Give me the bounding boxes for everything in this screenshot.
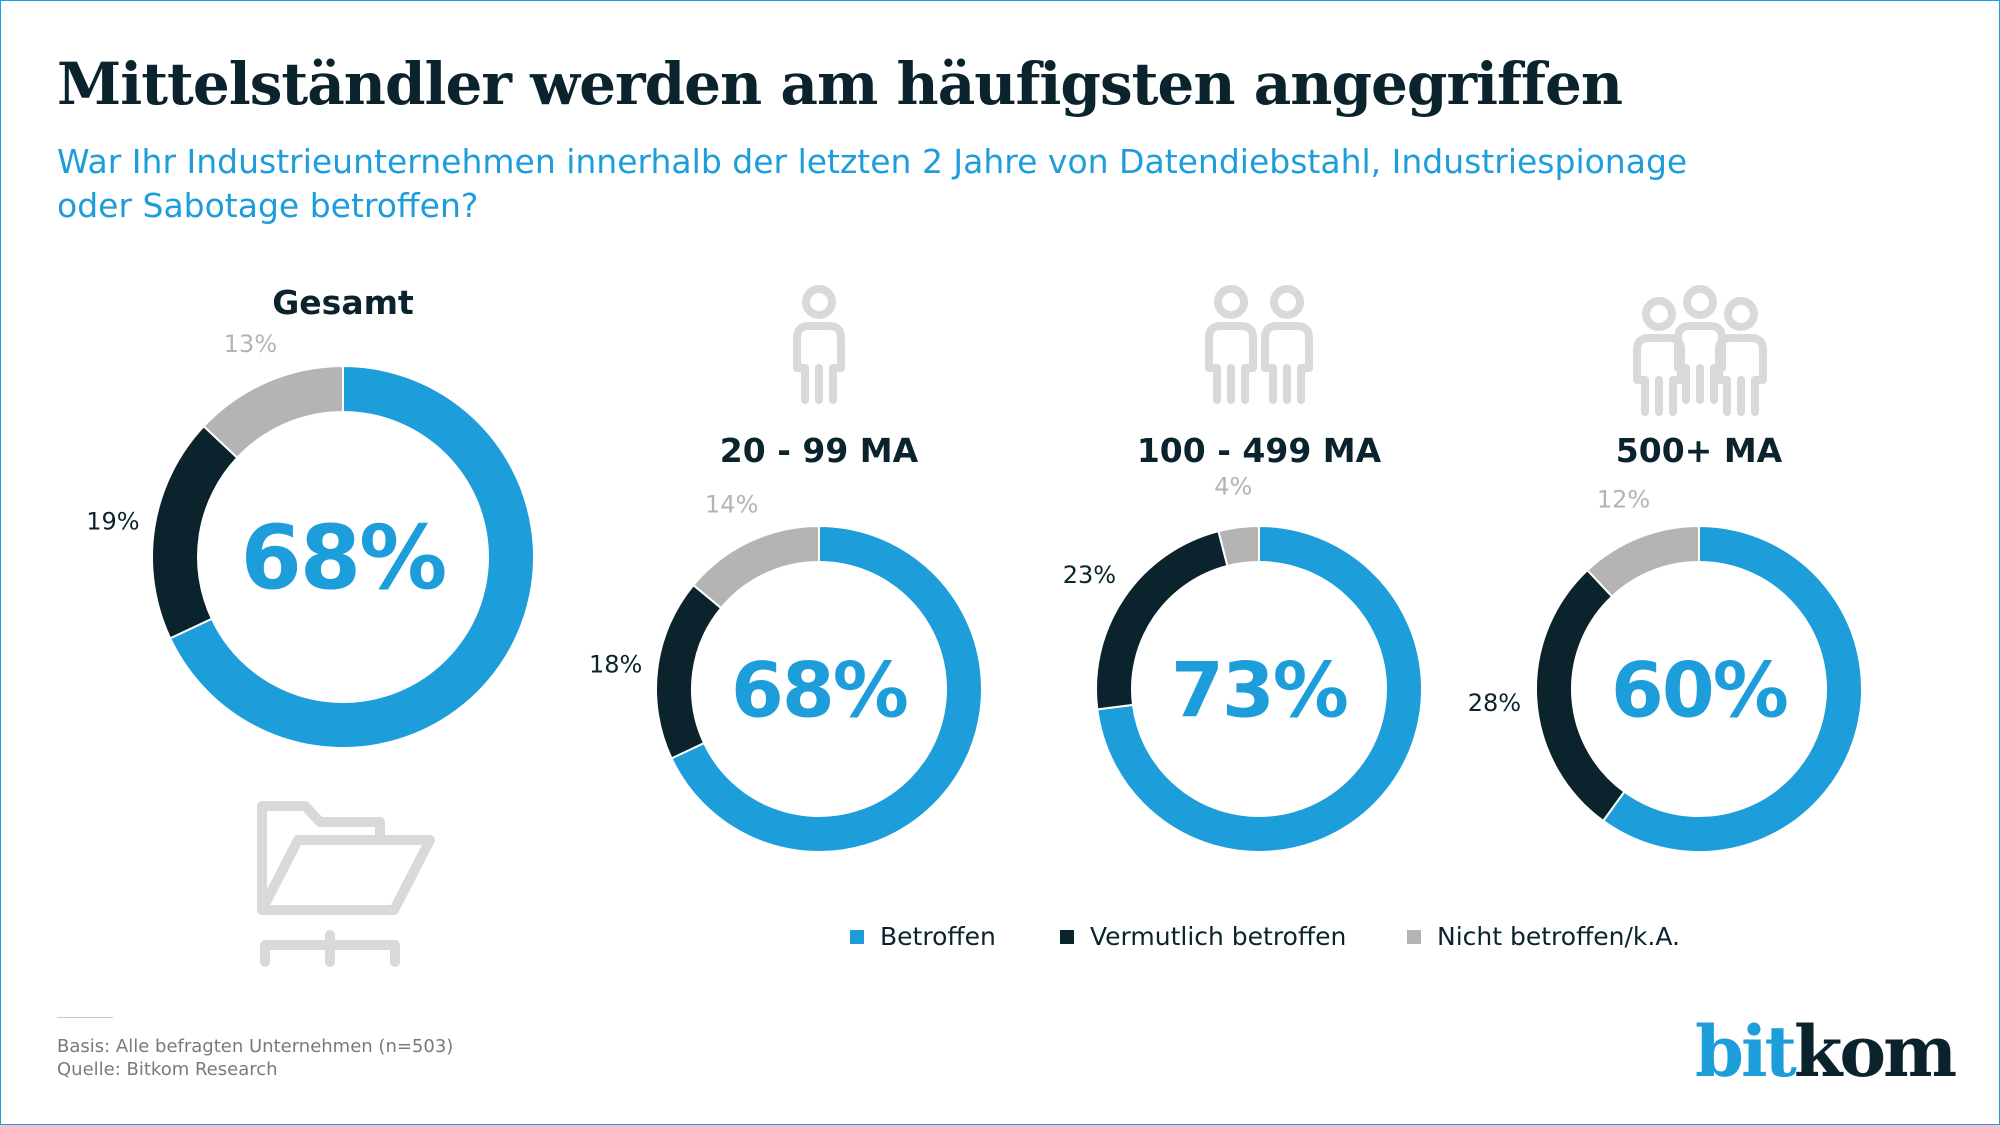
two-people-icon	[1205, 285, 1313, 404]
segment-label: 28%	[1468, 689, 1521, 717]
legend-swatch	[850, 929, 864, 944]
donut-segment	[151, 424, 239, 640]
segment-label: 13%	[224, 330, 277, 358]
donut-1: 18% 14% 68% 20 - 99 MA	[589, 431, 983, 853]
segment-label: 14%	[705, 491, 758, 519]
donut-segment	[1601, 524, 1863, 853]
footer-source: Quelle: Bitkom Research	[57, 1059, 278, 1080]
segment-label: 19%	[86, 508, 139, 536]
donut-segment	[655, 583, 723, 760]
legend-item-vermutlich: Vermutlich betroffen	[1060, 922, 1346, 951]
page-title: Mittelständler werden am häufigsten ange…	[57, 50, 1623, 118]
donut-title: 500+ MA	[1616, 431, 1783, 470]
donut-segment	[1586, 524, 1700, 598]
donut-center-value: 68%	[731, 645, 907, 734]
donut-segment	[168, 364, 535, 749]
legend-label: Nicht betroffen/k.A.	[1437, 922, 1680, 951]
donut-0: 19% 13% 68% Gesamt	[86, 283, 535, 749]
segment-label: 4%	[1214, 473, 1252, 501]
segment-label: 18%	[589, 650, 642, 678]
legend-swatch	[1407, 929, 1421, 944]
segment-label: 23%	[1063, 561, 1116, 589]
bitkom-logo: bitkom	[1695, 1010, 1957, 1093]
legend-label: Vermutlich betroffen	[1090, 922, 1347, 951]
donut-segment	[691, 524, 820, 610]
donut-3: 28% 12% 60% 500+ MA	[1468, 431, 1863, 853]
donut-title: 100 - 499 MA	[1137, 431, 1382, 470]
segment-label: 12%	[1597, 485, 1650, 513]
donut-segment	[202, 364, 344, 460]
footer-basis: Basis: Alle befragten Unternehmen (n=503…	[57, 1036, 454, 1057]
donut-title: Gesamt	[272, 283, 414, 322]
donut-center-value: 60%	[1611, 645, 1787, 734]
donut-center-value: 68%	[241, 507, 446, 610]
donut-2: 23% 4% 73% 100 - 499 MA	[1063, 431, 1423, 853]
legend-label: Betroffen	[880, 922, 996, 951]
donut-segment	[1096, 524, 1423, 853]
person-icon	[793, 285, 845, 404]
three-people-icon	[1633, 285, 1767, 416]
page-subtitle: War Ihr Industrieunternehmen innerhalb d…	[57, 142, 1688, 225]
donut-segment	[670, 524, 983, 853]
donut-segment	[1217, 524, 1260, 568]
legend-item-betroffen: Betroffen	[850, 922, 996, 951]
footer-divider	[57, 1017, 113, 1018]
donut-center-value: 73%	[1171, 645, 1347, 734]
donut-title: 20 - 99 MA	[720, 431, 919, 470]
folder-icon	[257, 801, 435, 967]
legend-item-nicht: Nicht betroffen/k.A.	[1407, 922, 1680, 951]
legend-swatch	[1060, 929, 1074, 944]
